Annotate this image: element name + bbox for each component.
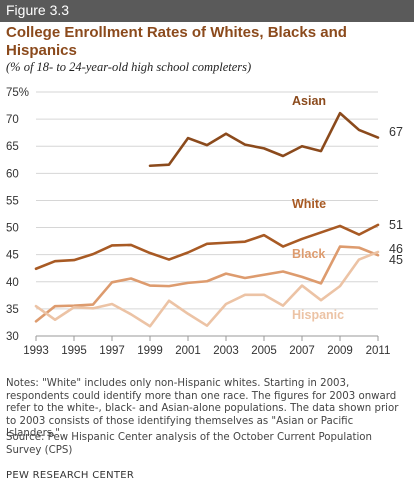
series-name-hispanic: Hispanic [292, 308, 344, 322]
x-tick-label: 2009 [327, 345, 353, 357]
end-label-white: 51 [389, 218, 403, 232]
x-axis: 1993 1995 1997 1999 2001 2003 2005 2007 2009 2011 [23, 336, 390, 357]
y-tick-label: 70 [6, 114, 19, 126]
y-tick-label: 40 [6, 277, 19, 289]
y-tick-label: 35 [6, 304, 19, 316]
series-name-black: Black [292, 247, 325, 261]
y-tick-label: 65 [6, 141, 19, 153]
x-tick-label: 2003 [213, 345, 239, 357]
chart-notes: Notes: "White" includes only non-Hispani… [6, 378, 399, 439]
y-tick-label: 30 [6, 331, 19, 343]
chart-subtitle: (% of 18- to 24-year-old high school com… [6, 60, 252, 74]
x-tick-label: 1993 [23, 345, 49, 357]
x-tick-label: 2007 [289, 345, 315, 357]
y-tick-label: 60 [6, 168, 19, 180]
x-tick-label: 2011 [366, 345, 391, 357]
organization-name: PEW RESEARCH CENTER [6, 470, 135, 481]
chart-source: Source: Pew Hispanic Center analysis of … [6, 432, 372, 456]
x-tick-label: 1997 [99, 345, 125, 357]
x-tick-label: 2001 [175, 345, 201, 357]
end-label-hispanic: 46 [389, 242, 403, 256]
x-tick-label: 2005 [251, 345, 277, 357]
series-line-asian [148, 111, 380, 168]
chart-title: College Enrollment Rates of Whites, Blac… [6, 24, 347, 59]
series-line-white [34, 223, 380, 271]
series-labels: Asian 67 White 51 Black 45 Hispanic 46 [292, 94, 403, 322]
series-lines [34, 111, 380, 328]
figure-label: Figure 3.3 [6, 2, 70, 18]
line-chart: 30 35 40 45 50 55 60 65 70 75% 1993 1995 1997 1999 20… [6, 87, 403, 357]
y-tick-label: 75% [6, 87, 29, 99]
series-name-white: White [292, 197, 326, 211]
end-label-black: 45 [389, 253, 403, 267]
y-tick-label: 55 [6, 195, 19, 207]
series-name-asian: Asian [292, 94, 326, 108]
y-tick-label: 50 [6, 223, 19, 235]
y-tick-label: 45 [6, 250, 19, 262]
end-label-asian: 67 [389, 125, 403, 139]
x-tick-label: 1995 [61, 345, 87, 357]
x-tick-label: 1999 [137, 345, 163, 357]
gridlines [36, 91, 378, 337]
y-axis-labels: 30 35 40 45 50 55 60 65 70 75% [6, 87, 29, 343]
figure-label-bar: Figure 3.3 [0, 0, 414, 22]
